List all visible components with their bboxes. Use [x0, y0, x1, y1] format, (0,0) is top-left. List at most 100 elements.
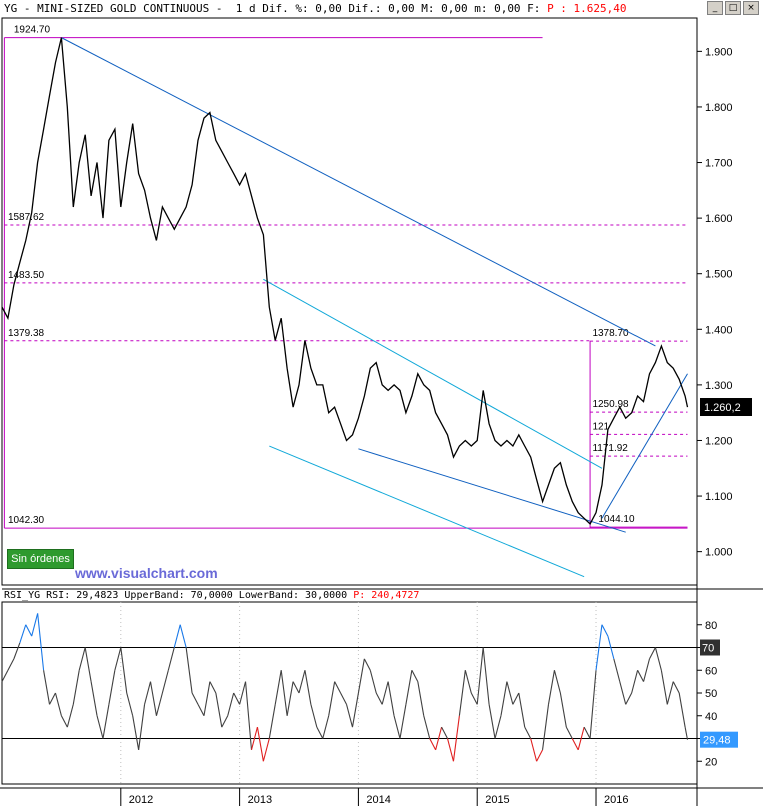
rsi-y-tick-label: 20: [705, 756, 717, 768]
minimize-icon[interactable]: _: [707, 1, 723, 15]
rsi-segment: [31, 613, 39, 637]
rsi-segment: [298, 670, 306, 694]
rsi-segment: [334, 681, 342, 694]
rsi-segment: [637, 669, 645, 682]
last-price-tag-label: 1.260,2: [704, 402, 741, 414]
rsi-segment: [250, 726, 258, 751]
x-tick-label: 2015: [485, 794, 509, 806]
rsi-segment: [648, 647, 656, 660]
rsi-segment: [357, 658, 365, 694]
rsi-segment: [43, 670, 51, 705]
price-y-tick-label: 1.900: [705, 46, 733, 58]
level-label: 1378.70: [592, 328, 629, 339]
upper-band-tag: [700, 639, 720, 656]
close-icon[interactable]: ×: [743, 1, 759, 15]
level-label: 1924.70: [14, 25, 51, 36]
rsi-segment: [458, 670, 466, 716]
level-label: 1379.38: [8, 328, 45, 339]
rsi-segment: [542, 704, 550, 750]
rsi-segment: [678, 692, 686, 728]
window-controls: _ □ ×: [707, 1, 759, 15]
rsi-segment: [684, 727, 689, 740]
rsi-segment: [90, 681, 98, 716]
level-label: 1042.30: [8, 515, 45, 526]
x-tick-label: 2016: [604, 794, 628, 806]
x-tick-label: 2013: [248, 794, 272, 806]
rsi-segment: [441, 726, 449, 739]
rsi-header-price: P: 240,4727: [353, 590, 420, 601]
level-label: 1587.62: [8, 212, 45, 223]
rsi-segment: [613, 658, 621, 682]
rsi-segment: [547, 670, 555, 705]
level-label: 1250.98: [592, 399, 629, 410]
rsi-segment: [583, 726, 591, 739]
rsi-segment: [149, 681, 157, 716]
rsi-segment: [173, 624, 181, 648]
rsi-panel: [1, 601, 698, 785]
rsi-segment: [619, 681, 627, 705]
rsi-segment: [280, 670, 288, 716]
rsi-segment: [500, 681, 508, 716]
rsi-header-text: RSI_YG RSI: 29,4823 UpperBand: 70,0000 L…: [4, 590, 348, 601]
rsi-segment: [660, 670, 668, 705]
rsi-segment: [452, 715, 460, 762]
price-y-tick-label: 1.100: [705, 491, 733, 503]
rsi-segment: [7, 658, 15, 671]
rsi-segment: [577, 726, 585, 751]
rsi-segment: [631, 670, 639, 694]
rsi-segment: [387, 681, 395, 716]
price-y-tick-label: 1.200: [705, 435, 733, 447]
no-orders-button[interactable]: Sin órdenes: [7, 549, 74, 569]
rsi-segment: [524, 726, 532, 739]
level-label: 1171.92: [592, 443, 628, 454]
rsi-segment: [512, 692, 520, 705]
rsi-segment: [132, 715, 140, 750]
rsi-segment: [274, 670, 282, 705]
rsi-segment: [286, 681, 294, 716]
rsi-segment: [37, 613, 45, 671]
rsi-segment: [411, 669, 419, 682]
rsi-segment: [120, 647, 128, 694]
rsi-segment: [464, 670, 472, 694]
price-y-tick-label: 1.700: [705, 158, 733, 170]
rsi-segment: [506, 681, 514, 705]
price-line: [1, 37, 689, 525]
rsi-segment: [49, 692, 56, 705]
rsi-segment: [595, 624, 603, 671]
rsi-segment: [66, 704, 74, 728]
rsi-header: RSI_YG RSI: 29,4823 UpperBand: 70,0000 L…: [4, 590, 419, 601]
maximize-icon[interactable]: □: [725, 1, 741, 15]
main-downtrend-line: [61, 37, 656, 347]
price-panel: [1, 17, 698, 586]
channel-lower-line: [269, 445, 585, 578]
chart-title: YG - MINI-SIZED GOLD CONTINUOUS - 1 d Di…: [4, 2, 541, 15]
rsi-segment: [54, 692, 62, 716]
upper-band-tag-label: 70: [702, 643, 714, 655]
rsi-last-tag: [700, 731, 738, 748]
rsi-segment: [96, 715, 104, 739]
rsi-segment: [304, 670, 312, 705]
rsi-segment: [429, 738, 437, 751]
rsi-segment: [530, 738, 538, 762]
watermark: www.visualchart.com: [75, 565, 218, 581]
rsi-segment: [221, 715, 229, 728]
rsi-segment: [185, 647, 193, 694]
rsi-segment: [589, 670, 597, 739]
rsi-segment: [369, 670, 377, 694]
rsi-segment: [138, 704, 146, 750]
rsi-segment: [72, 670, 80, 705]
rsi-segment: [233, 692, 241, 705]
level-label: 1044.10: [598, 514, 635, 525]
rsi-segment: [262, 738, 270, 762]
level-label: 121: [592, 421, 609, 432]
x-tick-label: 2014: [366, 794, 390, 806]
rsi-segment: [643, 658, 651, 682]
rsi-segment: [191, 692, 199, 705]
rsi-segment: [268, 704, 276, 739]
rsi-segment: [446, 738, 454, 762]
channel-support-line: [358, 448, 626, 533]
rsi-segment: [227, 692, 235, 716]
rsi-segment: [84, 647, 92, 682]
rsi-segment: [155, 692, 163, 716]
